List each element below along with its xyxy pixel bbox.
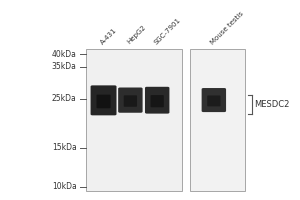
Text: 10kDa: 10kDa xyxy=(52,182,77,191)
FancyBboxPatch shape xyxy=(118,87,142,113)
FancyBboxPatch shape xyxy=(207,95,220,106)
FancyBboxPatch shape xyxy=(151,95,164,107)
Bar xyxy=(190,49,245,191)
Text: HepG2: HepG2 xyxy=(126,25,147,45)
Text: SGC-7901: SGC-7901 xyxy=(153,16,182,45)
FancyBboxPatch shape xyxy=(202,88,226,112)
Bar xyxy=(86,49,182,191)
Text: 15kDa: 15kDa xyxy=(52,143,77,152)
Text: 25kDa: 25kDa xyxy=(52,94,77,103)
Text: Mouse testis: Mouse testis xyxy=(210,10,245,45)
FancyBboxPatch shape xyxy=(91,85,116,115)
Text: 35kDa: 35kDa xyxy=(52,62,77,71)
FancyBboxPatch shape xyxy=(145,87,170,114)
Text: MESDC2: MESDC2 xyxy=(254,100,290,109)
Text: A-431: A-431 xyxy=(99,27,118,45)
FancyBboxPatch shape xyxy=(97,95,111,108)
Text: 40kDa: 40kDa xyxy=(52,50,77,59)
FancyBboxPatch shape xyxy=(124,95,137,107)
